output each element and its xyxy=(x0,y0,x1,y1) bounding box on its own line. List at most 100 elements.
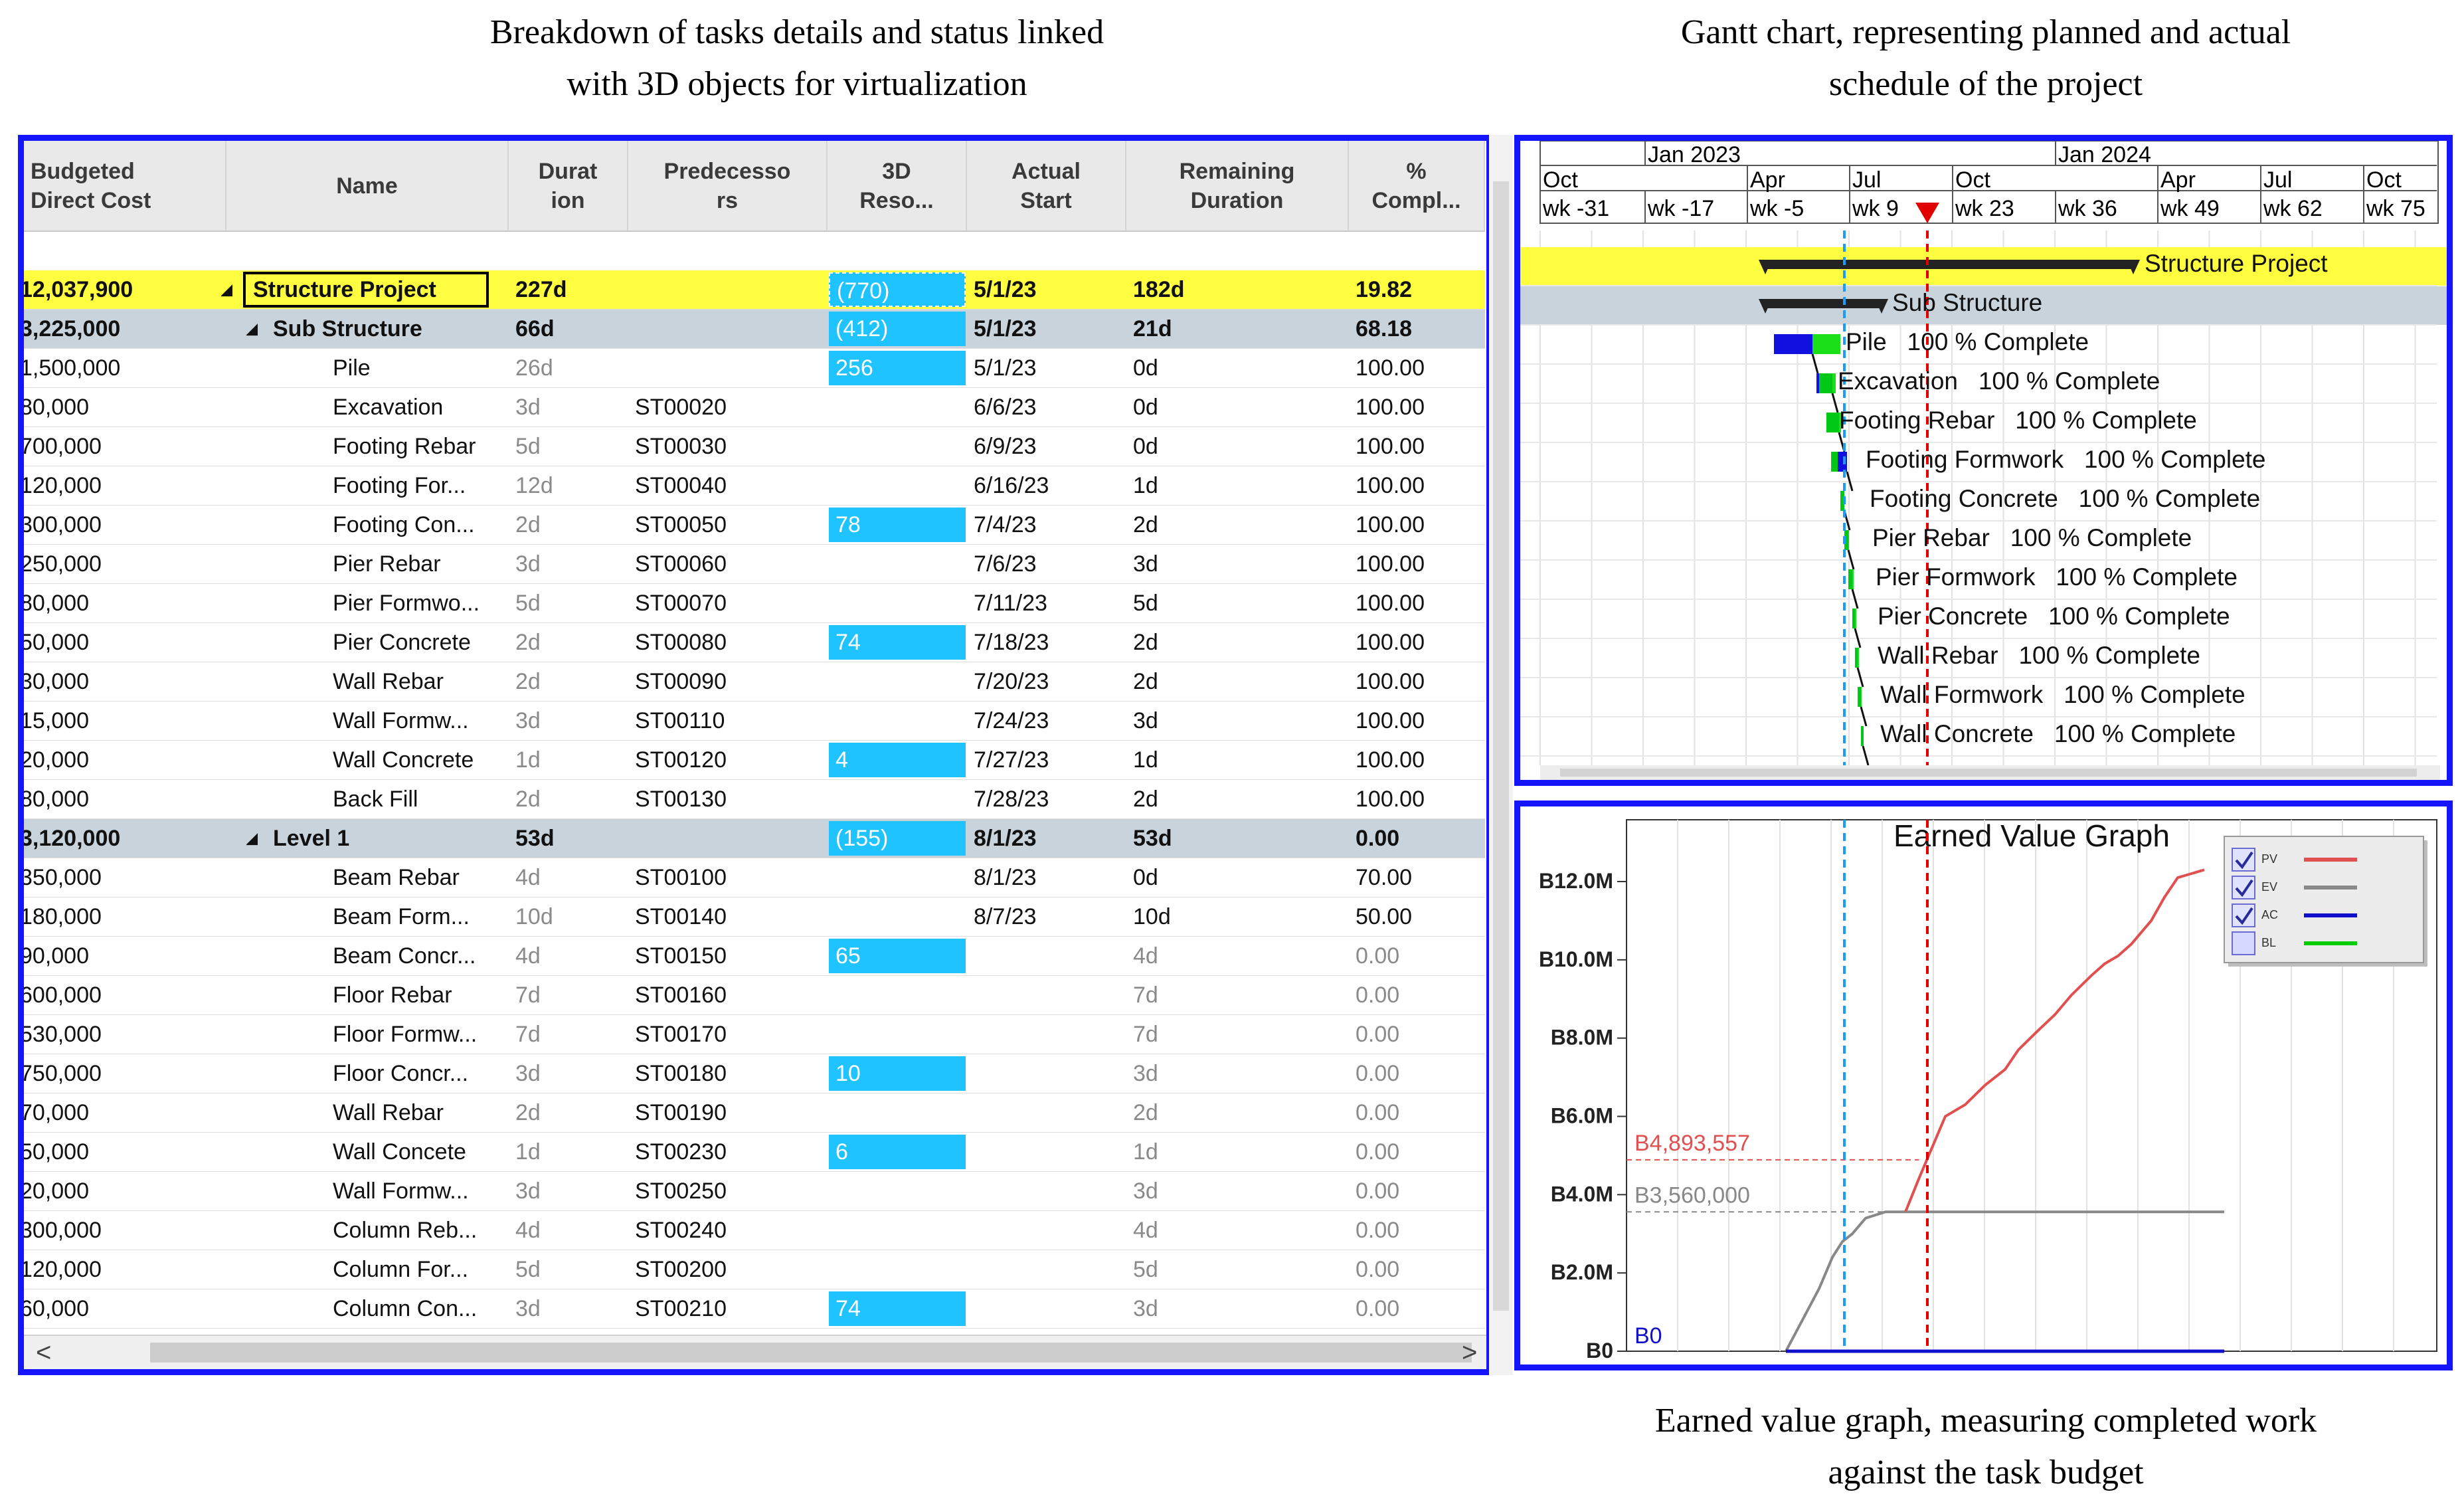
percent-complete-cell: 0.00 xyxy=(1356,1218,1400,1243)
table-row[interactable]: 3,225,000 ◢ Sub Structure 66d (412) 5/1/23 21d… xyxy=(24,310,1485,349)
baseline-bar xyxy=(1852,609,1856,628)
resource-3d-cell[interactable] xyxy=(829,429,966,464)
column-header[interactable]: Budgeted Direct Cost xyxy=(24,141,226,231)
table-row[interactable]: 700,000 Footing Rebar 5d ST00030 6/9/23 0d 100… xyxy=(24,427,1485,466)
table-row[interactable]: 50,000 Pier Concrete 2d ST00080 74 7/18/23 2d 1… xyxy=(24,623,1485,662)
checkmark-icon xyxy=(2235,851,2253,870)
month-label: Apr xyxy=(2160,167,2196,193)
week-label: wk 75 xyxy=(2366,196,2425,221)
resource-3d-cell[interactable] xyxy=(829,468,966,503)
table-row[interactable]: 350,000 Beam Rebar 4d ST00100 8/1/23 0d 70.00 xyxy=(24,858,1485,897)
actual-start-cell: 7/6/23 xyxy=(974,551,1037,577)
resource-3d-cell[interactable]: 74 xyxy=(829,625,966,660)
table-row[interactable]: 120,000 Column For... 5d ST00200 5d 0.00 xyxy=(24,1250,1485,1289)
table-row[interactable]: 20,000 Wall Concrete 1d ST00120 4 7/27/23 1d 10… xyxy=(24,741,1485,780)
legend-label: BL xyxy=(2261,936,2276,949)
scroll-right-icon[interactable]: > xyxy=(1462,1338,1478,1367)
resource-3d-cell[interactable]: (155) xyxy=(829,821,966,856)
ev-caption-line1: Earned value graph, measuring completed … xyxy=(1654,1402,2317,1440)
table-row[interactable]: 80,000 Back Fill 2d ST00130 7/28/23 2d 100.00 xyxy=(24,780,1485,819)
gantt-row-label: Wall Rebar 100 % Complete xyxy=(1878,642,2200,669)
table-row[interactable]: 180,000 Beam Form... 10d ST00140 8/7/23 10d 50… xyxy=(24,897,1485,937)
resource-3d-cell[interactable]: (770) xyxy=(829,272,966,307)
table-row[interactable]: 250,000 Pier Rebar 3d ST00060 7/6/23 3d 100.00 xyxy=(24,545,1485,584)
collapse-icon[interactable]: ◢ xyxy=(221,281,232,298)
table-row[interactable]: 90,000 Beam Concr... 4d ST00150 65 4d 0.00 xyxy=(24,937,1485,976)
cost-cell: 90,000 xyxy=(20,943,89,969)
resource-3d-cell[interactable]: 65 xyxy=(829,939,966,973)
legend-checkbox[interactable] xyxy=(2232,931,2255,955)
column-header[interactable]: Durat ion xyxy=(509,141,628,231)
resource-3d-cell[interactable] xyxy=(829,1174,966,1208)
table-row[interactable]: 20,000 Wall Formw... 3d ST00250 3d 0.00 xyxy=(24,1172,1485,1211)
resource-3d-cell[interactable]: 4 xyxy=(829,743,966,777)
table-row[interactable]: 530,000 Floor Formw... 7d ST00170 7d 0.00 xyxy=(24,1015,1485,1054)
resource-3d-cell[interactable]: 78 xyxy=(829,508,966,542)
legend-checkbox[interactable] xyxy=(2232,848,2255,872)
resource-3d-cell[interactable] xyxy=(829,899,966,934)
resource-3d-cell[interactable] xyxy=(829,782,966,816)
gantt-row-label: Footing Formwork 100 % Complete xyxy=(1866,446,2266,473)
actual-start-cell: 6/9/23 xyxy=(974,434,1037,459)
table-row[interactable]: 300,000 Footing Con... 2d ST00050 78 7/4/23 2d… xyxy=(24,506,1485,545)
vertical-scrollbar-thumb[interactable] xyxy=(1493,181,1509,1311)
actual-start-cell: 8/7/23 xyxy=(974,904,1037,929)
task-name-cell: Wall Concete xyxy=(333,1139,466,1165)
legend-checkbox[interactable] xyxy=(2232,876,2255,899)
resource-3d-cell[interactable]: 74 xyxy=(829,1291,966,1326)
cost-cell: 180,000 xyxy=(20,904,102,929)
table-row[interactable]: 15,000 Wall Formw... 3d ST00110 7/24/23 3d 100… xyxy=(24,702,1485,741)
horizontal-scrollbar[interactable]: < > xyxy=(24,1335,1486,1369)
table-row[interactable]: 750,000 Floor Concr... 3d ST00180 10 3d 0.00 xyxy=(24,1054,1485,1093)
table-row[interactable]: 3,120,000 ◢ Level 1 53d (155) 8/1/23 53d 0.00 xyxy=(24,819,1485,858)
scroll-left-icon[interactable]: < xyxy=(36,1338,52,1367)
actual-start-cell: 5/1/23 xyxy=(974,316,1037,341)
column-header[interactable]: 3D Reso... xyxy=(828,141,967,231)
cost-cell: 300,000 xyxy=(20,1218,102,1243)
resource-3d-cell[interactable] xyxy=(829,664,966,699)
resource-3d-cell[interactable]: (412) xyxy=(829,312,966,346)
table-row[interactable]: 300,000 Column Reb... 4d ST00240 4d 0.00 xyxy=(24,1211,1485,1250)
pv-annotation: B4,893,557 xyxy=(1634,1131,1750,1156)
cost-cell: 250,000 xyxy=(20,551,102,577)
table-row[interactable]: 30,000 Wall Rebar 2d ST00090 7/20/23 2d 100.00 xyxy=(24,662,1485,702)
table-row[interactable]: 50,000 Wall Concete 1d ST00230 6 1d 0.00 xyxy=(24,1133,1485,1172)
column-header[interactable]: Predecesso rs xyxy=(628,141,828,231)
resource-3d-cell[interactable] xyxy=(829,1213,966,1248)
table-row[interactable]: 600,000 Floor Rebar 7d ST00160 7d 0.00 xyxy=(24,976,1485,1015)
resource-3d-cell[interactable] xyxy=(829,390,966,424)
remaining-duration-cell: 0d xyxy=(1133,865,1158,890)
resource-3d-cell[interactable] xyxy=(829,978,966,1012)
table-row[interactable]: 80,000 Excavation 3d ST00020 6/6/23 0d 100.00 xyxy=(24,388,1485,427)
predecessors-cell: ST00150 xyxy=(635,943,727,969)
resource-3d-cell[interactable] xyxy=(829,547,966,581)
column-header[interactable]: Actual Start xyxy=(967,141,1126,231)
resource-3d-cell[interactable]: 256 xyxy=(829,351,966,385)
table-row[interactable]: 70,000 Wall Rebar 2d ST00190 2d 0.00 xyxy=(24,1093,1485,1133)
scrollbar-thumb[interactable] xyxy=(150,1343,1472,1363)
table-row[interactable]: 120,000 Footing For... 12d ST00040 6/16/23 1d… xyxy=(24,466,1485,506)
collapse-icon[interactable]: ◢ xyxy=(246,830,258,846)
collapse-icon[interactable]: ◢ xyxy=(246,320,258,337)
duration-cell: 4d xyxy=(515,865,541,890)
column-header[interactable]: % Compl... xyxy=(1349,141,1485,231)
table-row[interactable]: 1,500,000 Pile 26d 256 5/1/23 0d 100.00 xyxy=(24,349,1485,388)
vertical-scrollbar[interactable] xyxy=(1489,135,1513,1375)
table-row[interactable]: 60,000 Column Con... 3d ST00210 74 3d 0.00 xyxy=(24,1289,1485,1329)
resource-3d-cell[interactable] xyxy=(829,1252,966,1287)
column-header[interactable]: Name xyxy=(226,141,509,231)
resource-3d-cell[interactable] xyxy=(829,1017,966,1052)
column-header[interactable]: Remaining Duration xyxy=(1126,141,1349,231)
resource-3d-cell[interactable]: 10 xyxy=(829,1056,966,1091)
resource-3d-cell[interactable] xyxy=(829,1095,966,1130)
selected-cell-outline[interactable] xyxy=(243,272,489,308)
resource-3d-cell[interactable] xyxy=(829,586,966,620)
legend-checkbox[interactable] xyxy=(2232,903,2255,927)
table-row[interactable]: 80,000 Pier Formwo... 5d ST00070 7/11/23 5d 10… xyxy=(24,584,1485,623)
baseline-bar xyxy=(1855,648,1859,668)
resource-3d-cell[interactable] xyxy=(829,704,966,738)
remaining-duration-cell: 2d xyxy=(1133,512,1158,537)
resource-3d-cell[interactable] xyxy=(829,860,966,895)
resource-3d-cell[interactable]: 6 xyxy=(829,1135,966,1169)
table-row[interactable]: 12,037,900 ◢ Structure Project 227d (770) 5/1… xyxy=(24,270,1485,310)
